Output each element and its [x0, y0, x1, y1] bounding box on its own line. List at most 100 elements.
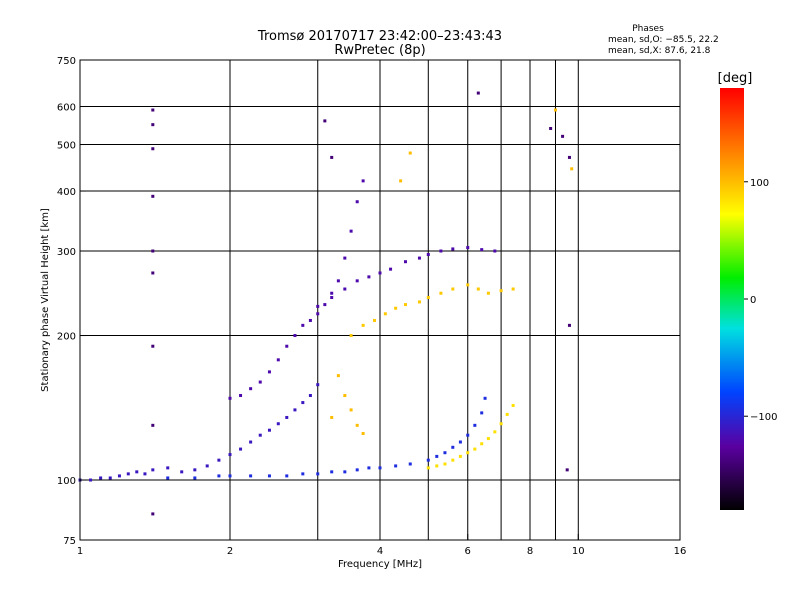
x-tick-label: 8	[527, 546, 533, 557]
data-point	[239, 394, 243, 398]
data-point	[567, 323, 571, 327]
data-point	[367, 275, 371, 279]
data-point	[403, 303, 407, 307]
data-point	[426, 296, 430, 300]
data-point	[330, 296, 334, 300]
data-point	[330, 470, 334, 474]
data-point	[394, 464, 398, 468]
data-point	[486, 291, 490, 295]
colorbar-ticks: 100 0 −100	[744, 178, 777, 423]
data-point	[217, 474, 221, 478]
data-point	[435, 464, 439, 468]
chart-title: Tromsø 20170717 23:42:00–23:43:43	[257, 29, 502, 44]
data-point	[493, 430, 497, 434]
data-point	[349, 408, 353, 412]
data-point	[549, 126, 553, 130]
data-point	[343, 394, 347, 398]
y-tick-label: 100	[57, 476, 76, 487]
data-point	[276, 422, 280, 426]
data-point	[267, 474, 271, 478]
data-point	[143, 472, 147, 476]
data-point	[355, 423, 359, 427]
data-point	[330, 415, 334, 419]
data-point	[301, 472, 305, 476]
data-point	[151, 123, 155, 127]
y-tick-label: 300	[57, 247, 76, 258]
data-point	[193, 476, 197, 480]
data-point	[567, 155, 571, 159]
x-tick-label: 6	[465, 546, 471, 557]
data-point	[336, 279, 340, 283]
data-point	[343, 470, 347, 474]
data-point	[417, 256, 421, 260]
data-point	[323, 119, 327, 123]
data-point	[151, 344, 155, 348]
data-point	[361, 323, 365, 327]
data-point	[151, 423, 155, 427]
data-point	[361, 432, 365, 436]
data-point	[151, 468, 155, 472]
data-point	[451, 445, 455, 449]
data-point	[553, 108, 557, 112]
data-point	[373, 318, 377, 322]
data-point	[426, 458, 430, 462]
data-point	[249, 387, 253, 391]
data-point	[126, 472, 130, 476]
data-point	[343, 287, 347, 291]
data-point	[480, 411, 484, 415]
data-point	[355, 200, 359, 204]
data-point	[316, 472, 320, 476]
data-point	[151, 147, 155, 151]
colorbar-tick-label: −100	[750, 412, 777, 423]
data-point	[476, 91, 480, 95]
data-point	[458, 440, 462, 444]
data-point	[316, 312, 320, 316]
data-point	[403, 260, 407, 264]
data-point	[166, 466, 170, 470]
phase-stats-o: mean, sd,O: −85.5, 22.2	[608, 35, 719, 45]
data-point	[151, 249, 155, 253]
data-point	[408, 151, 412, 155]
data-point	[180, 470, 184, 474]
data-point	[361, 179, 365, 183]
data-point	[426, 253, 430, 257]
chart-subtitle: RwPretec (8p)	[334, 43, 425, 58]
data-point	[228, 453, 232, 457]
data-point	[473, 423, 477, 427]
data-point	[239, 447, 243, 451]
data-point	[417, 300, 421, 304]
data-point	[493, 249, 497, 253]
data-point	[228, 474, 232, 478]
y-axis-label: Stationary phase Virtual Height [km]	[40, 208, 51, 392]
data-point	[483, 396, 487, 400]
data-point	[316, 383, 320, 387]
data-point	[336, 374, 340, 378]
data-point	[89, 478, 93, 482]
data-point	[466, 283, 470, 287]
data-point	[285, 474, 289, 478]
data-point	[258, 433, 262, 437]
data-point	[443, 462, 447, 466]
data-point	[435, 454, 439, 458]
x-axis-label: Frequency [MHz]	[338, 559, 422, 570]
y-axis-ticks: 75 100 200 300 400 500 600 750	[57, 56, 86, 547]
data-point	[217, 458, 221, 462]
data-point	[378, 271, 382, 275]
colorbar-tick-label: 100	[750, 178, 769, 189]
data-point	[466, 451, 470, 455]
phase-stats-x: mean, sd,X: 87.6, 21.8	[608, 46, 711, 56]
data-point	[316, 304, 320, 308]
data-point	[249, 440, 253, 444]
data-point	[458, 454, 462, 458]
data-point	[466, 433, 470, 437]
data-point	[117, 474, 121, 478]
data-point	[258, 380, 262, 384]
phase-stats-heading: Phases	[632, 24, 664, 34]
x-tick-label: 10	[572, 546, 585, 557]
data-point	[330, 291, 334, 295]
colorbar-tick-label: 0	[750, 295, 756, 306]
data-point	[151, 271, 155, 275]
y-tick-label: 750	[57, 56, 76, 67]
data-point	[108, 476, 112, 480]
